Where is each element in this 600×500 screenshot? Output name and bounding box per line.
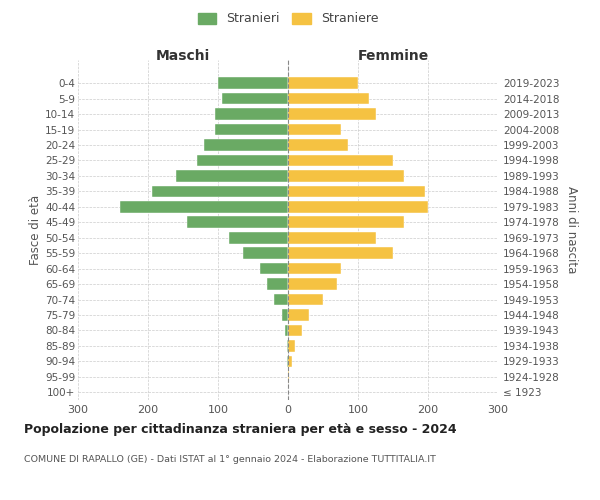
Bar [204,139,288,151]
Bar [287,340,288,351]
Bar [288,201,428,212]
Bar [221,93,288,104]
Bar [197,154,288,166]
Text: Maschi: Maschi [156,49,210,63]
Bar [288,216,404,228]
Bar [274,294,288,306]
Bar [288,340,295,351]
Bar [284,324,288,336]
Bar [176,170,288,181]
Bar [288,294,323,306]
Bar [288,356,292,367]
Text: COMUNE DI RAPALLO (GE) - Dati ISTAT al 1° gennaio 2024 - Elaborazione TUTTITALIA: COMUNE DI RAPALLO (GE) - Dati ISTAT al 1… [24,455,436,464]
Bar [288,78,358,89]
Bar [283,309,288,321]
Bar [288,263,341,274]
Bar [267,278,288,290]
Bar [288,139,347,151]
Bar [288,248,393,259]
Bar [288,124,341,136]
Bar [288,309,309,321]
Y-axis label: Anni di nascita: Anni di nascita [565,186,578,274]
Bar [288,170,404,181]
Bar [215,124,288,136]
Bar [242,248,288,259]
Legend: Stranieri, Straniere: Stranieri, Straniere [194,8,382,29]
Bar [287,356,288,367]
Bar [288,324,302,336]
Bar [187,216,288,228]
Bar [288,371,289,382]
Bar [260,263,288,274]
Bar [288,232,376,243]
Bar [288,154,393,166]
Bar [120,201,288,212]
Text: Femmine: Femmine [358,49,428,63]
Bar [288,93,368,104]
Bar [288,278,337,290]
Bar [218,78,288,89]
Bar [215,108,288,120]
Bar [229,232,288,243]
Bar [151,186,288,197]
Text: Popolazione per cittadinanza straniera per età e sesso - 2024: Popolazione per cittadinanza straniera p… [24,422,457,436]
Bar [288,186,425,197]
Y-axis label: Fasce di età: Fasce di età [29,195,42,265]
Bar [288,108,376,120]
